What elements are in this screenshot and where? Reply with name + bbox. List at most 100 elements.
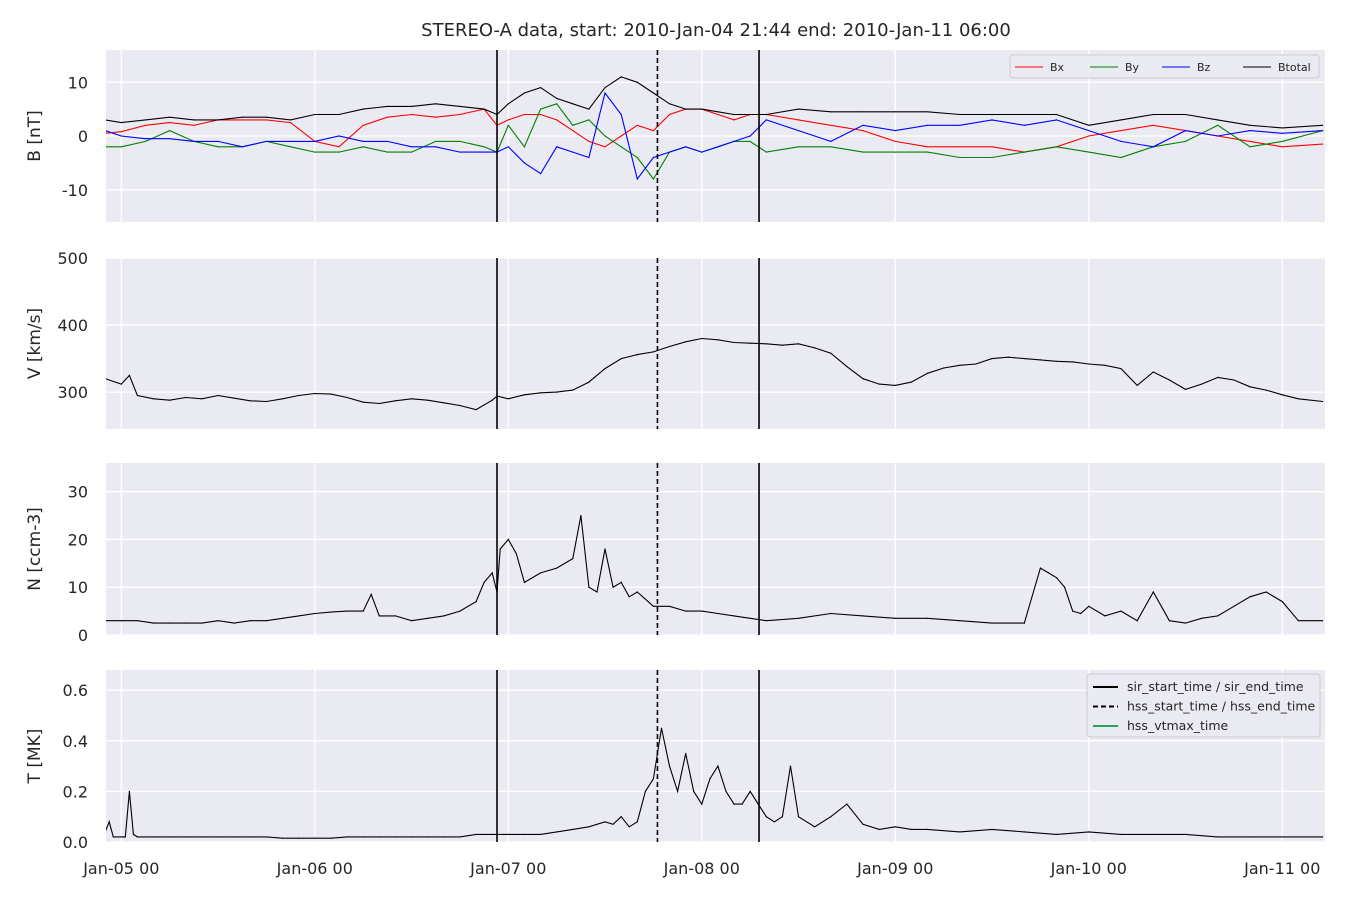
series-t-point (128, 790, 130, 793)
series-btotal-point (120, 122, 122, 124)
series-n-point (443, 615, 445, 617)
series-v-point (265, 400, 267, 403)
series-t-point (249, 836, 251, 838)
series-t-point (136, 836, 138, 838)
series-t-point (660, 727, 663, 729)
series-bz-point (338, 135, 340, 137)
series-btotal-point (1088, 124, 1090, 126)
series-bz-point (169, 138, 171, 140)
series-btotal-point (797, 108, 800, 110)
series-btotal-point (338, 113, 340, 116)
series-bx-point (507, 119, 509, 121)
series-bx-point (668, 113, 671, 116)
series-by-point (991, 156, 993, 159)
series-n-point (1249, 596, 1251, 598)
series-btotal-point (435, 103, 437, 105)
series-v-point (1055, 360, 1058, 362)
series-by-point (1281, 140, 1283, 142)
series-bz-point (265, 140, 267, 142)
series-bz-point (105, 130, 106, 131)
series-v-point (136, 394, 138, 397)
series-n-point (378, 615, 380, 617)
series-by-point (749, 140, 751, 142)
legend-label-2: hss_vtmax_time (1127, 718, 1229, 733)
series-bx-point (717, 113, 719, 116)
series-n-point (1055, 577, 1058, 579)
series-n-point (1152, 591, 1154, 593)
series-n-point (515, 553, 518, 555)
series-v-point (926, 372, 929, 374)
series-t-point (685, 752, 687, 755)
series-n-point (540, 572, 542, 574)
series-t-point (105, 831, 106, 832)
series-btotal-point (588, 108, 590, 110)
series-n-point (1080, 612, 1082, 615)
series-v-point (604, 368, 606, 370)
series-bz-point (241, 146, 243, 148)
series-t-point (717, 765, 719, 767)
series-v-point (1184, 388, 1187, 390)
series-n-point (362, 610, 364, 612)
series-v-point (1168, 379, 1170, 381)
series-btotal-point (1120, 119, 1122, 121)
series-bz-point (1184, 130, 1187, 132)
y-tick-label: 500 (57, 249, 88, 268)
series-v-point (394, 400, 396, 402)
series-bz-point (620, 113, 622, 116)
series-v-point (959, 364, 961, 366)
series-by-point (862, 151, 864, 153)
series-v-point (701, 337, 703, 340)
y-tick-label: 0.0 (63, 833, 88, 852)
series-bz-point (144, 138, 147, 140)
series-t-point (1152, 833, 1154, 836)
series-t-point (652, 778, 655, 780)
series-bx-point (386, 116, 388, 118)
series-btotal-point (507, 103, 509, 105)
series-btotal-point (830, 111, 832, 113)
series-v-point (1088, 363, 1090, 365)
legend-frame (1086, 673, 1321, 738)
series-btotal-point (701, 108, 703, 110)
series-v-point (717, 339, 719, 341)
series-t-point (644, 790, 647, 793)
series-t-point (201, 836, 203, 838)
series-v-point (1007, 356, 1009, 358)
series-by-point (290, 146, 292, 148)
series-bz-point (636, 178, 638, 180)
series-v-point (443, 402, 445, 404)
series-bz-point (652, 156, 655, 159)
series-by-point (523, 146, 526, 148)
series-n-point (394, 615, 396, 617)
series-btotal-point (1322, 124, 1324, 126)
series-t-point (959, 831, 961, 833)
series-n-point (499, 548, 501, 550)
series-bx-point (636, 124, 638, 126)
series-btotal-point (620, 76, 622, 78)
series-t-point (628, 826, 630, 828)
series-t-point (749, 790, 751, 793)
series-bz-point (386, 140, 388, 142)
series-t-point (814, 826, 816, 828)
series-n-point (604, 548, 606, 550)
y-axis-label: V [km/s] (25, 308, 45, 379)
chart-title: STEREO-A data, start: 2010-Jan-04 21:44 … (421, 20, 1011, 41)
series-v-point (105, 378, 106, 379)
series-n-point (1120, 610, 1122, 612)
series-bz-point (193, 140, 195, 142)
y-tick-label: -10 (62, 181, 88, 200)
series-n-point (797, 617, 800, 619)
series-bx-point (830, 124, 832, 126)
series-n-point (959, 620, 961, 622)
series-t-point (265, 836, 267, 838)
series-bx-point (523, 113, 526, 116)
series-bz-point (668, 151, 671, 153)
series-by-point (1184, 140, 1187, 142)
series-t-point (604, 821, 606, 823)
series-t-point (846, 803, 848, 805)
series-btotal-point (265, 116, 267, 118)
series-bx-point (894, 140, 896, 142)
series-btotal-point (386, 105, 388, 107)
series-v-point (685, 341, 687, 343)
series-n-point (636, 591, 638, 593)
series-n-point (1104, 615, 1106, 617)
